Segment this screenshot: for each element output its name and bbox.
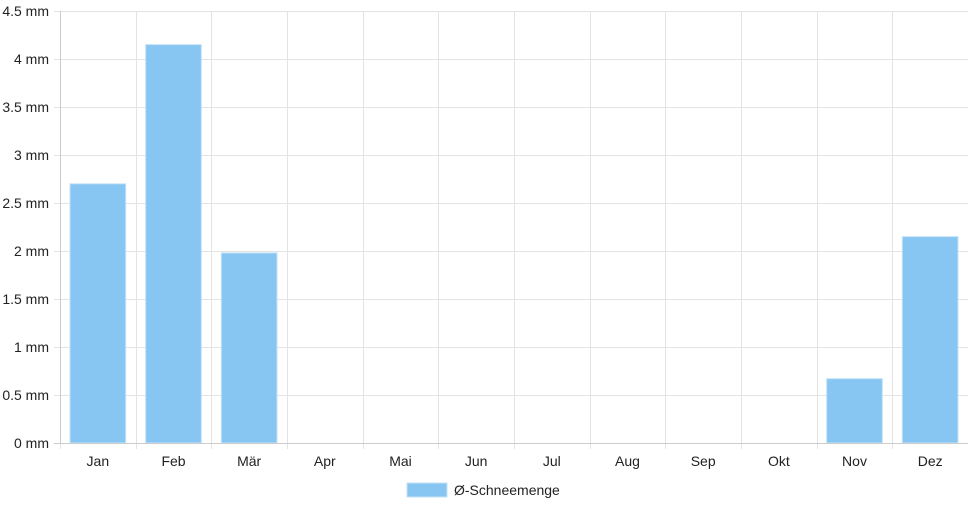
x-tick-label: Jan <box>87 453 110 469</box>
bar-dez[interactable] <box>901 236 959 444</box>
x-ticks-layer: Jan Feb Mär Apr Mai Jun Jul Aug Sep Okt Nov Dez <box>87 453 943 469</box>
x-tick-label: Sep <box>691 453 716 469</box>
y-tick-label: 2 mm <box>14 243 49 259</box>
y-tick-label: 3.5 mm <box>2 99 49 115</box>
y-tick-label: 3 mm <box>14 147 49 163</box>
y-tick-label: 0.5 mm <box>2 387 49 403</box>
x-tick-label: Mai <box>389 453 412 469</box>
x-tick-label: Aug <box>615 453 640 469</box>
x-tick-label: Jun <box>465 453 488 469</box>
x-tick-label: Nov <box>842 453 867 469</box>
bar-nov[interactable] <box>826 378 883 444</box>
bars-layer <box>69 44 959 444</box>
x-tick-label: Jul <box>543 453 561 469</box>
bar-jan[interactable] <box>69 183 127 444</box>
y-tick-label: 1 mm <box>14 339 49 355</box>
x-tick-label: Mär <box>237 453 261 469</box>
x-tick-label: Apr <box>314 453 336 469</box>
legend-label[interactable]: Ø-Schneemenge <box>454 482 560 498</box>
y-tick-label: 1.5 mm <box>2 291 49 307</box>
legend[interactable]: Ø-Schneemenge <box>406 482 560 498</box>
axis-layer <box>54 11 968 444</box>
bar-feb[interactable] <box>145 44 202 444</box>
x-tick-label: Feb <box>161 453 185 469</box>
y-tick-label: 4.5 mm <box>2 3 49 19</box>
y-ticks-layer: 0 mm 0.5 mm 1 mm 1.5 mm 2 mm 2.5 mm 3 mm 3.5 mm… <box>2 3 49 451</box>
legend-swatch[interactable] <box>406 482 448 498</box>
y-tick-label: 2.5 mm <box>2 195 49 211</box>
y-tick-label: 0 mm <box>14 435 49 451</box>
x-tick-label: Okt <box>768 453 790 469</box>
x-tick-label: Dez <box>918 453 943 469</box>
y-tick-label: 4 mm <box>14 51 49 67</box>
bar-mär[interactable] <box>220 252 278 444</box>
